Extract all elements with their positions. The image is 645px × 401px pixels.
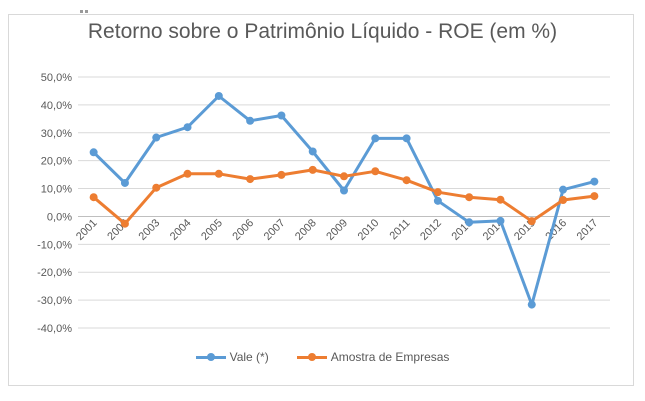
data-point-1 xyxy=(277,170,286,179)
x-tick-label: 2005 xyxy=(199,217,225,243)
x-tick-label: 2017 xyxy=(575,217,601,243)
data-point-0 xyxy=(308,147,317,156)
data-point-0 xyxy=(590,177,599,186)
data-point-1 xyxy=(308,165,317,174)
series-line-0 xyxy=(92,94,596,307)
data-point-0 xyxy=(465,218,474,227)
data-point-1 xyxy=(246,175,255,184)
x-tick-label: 2004 xyxy=(168,217,194,243)
y-tick-label: -10,0% xyxy=(37,239,72,251)
data-point-1 xyxy=(527,217,536,226)
data-point-0 xyxy=(340,186,348,195)
legend-label-vale: Vale (*) xyxy=(229,350,269,364)
y-tick-label: 30,0% xyxy=(41,128,72,140)
x-tick-label: 2009 xyxy=(324,217,350,243)
x-tick-label: 2007 xyxy=(262,217,288,243)
data-point-0 xyxy=(152,133,161,142)
series-lines xyxy=(92,94,596,307)
y-tick-label: -20,0% xyxy=(37,267,72,279)
data-point-0 xyxy=(402,134,411,143)
series-points xyxy=(89,91,599,309)
x-tick-label: 2003 xyxy=(137,217,163,243)
data-point-0 xyxy=(527,300,536,309)
data-point-1 xyxy=(590,192,599,201)
data-point-1 xyxy=(120,219,129,228)
legend-marker-amostra xyxy=(296,351,327,363)
y-tick-label: 40,0% xyxy=(41,100,72,112)
data-point-1 xyxy=(402,176,411,185)
data-point-1 xyxy=(340,172,348,181)
data-point-1 xyxy=(559,195,568,204)
data-point-1 xyxy=(152,183,161,192)
data-point-1 xyxy=(371,167,380,176)
y-tick-label: 50,0% xyxy=(41,72,72,84)
chart-frame xyxy=(8,14,634,386)
legend-label-amostra: Amostra de Empresas xyxy=(330,350,450,364)
legend: Vale (*) Amostra de Empresas xyxy=(0,350,645,364)
y-tick-label: 20,0% xyxy=(41,156,72,168)
legend-item-vale: Vale (*) xyxy=(195,350,269,364)
data-point-0 xyxy=(120,178,129,187)
data-point-1 xyxy=(496,195,505,204)
x-tick-label: 2012 xyxy=(418,217,444,243)
top-edge-mark xyxy=(80,0,92,13)
x-tick-label: 2008 xyxy=(293,217,319,243)
chart-title: Retorno sobre o Patrimônio Líquido - ROE… xyxy=(87,20,558,43)
data-point-1 xyxy=(183,169,192,178)
data-point-0 xyxy=(183,123,192,132)
x-tick-label: 2010 xyxy=(356,217,382,243)
data-point-0 xyxy=(496,216,505,225)
x-tick-label: 2001 xyxy=(74,217,100,243)
x-tick-label: 2011 xyxy=(387,217,412,242)
gridlines xyxy=(78,76,610,329)
data-point-0 xyxy=(246,116,255,125)
x-tick-label: 2006 xyxy=(230,217,256,243)
x-axis-tick-labels: 2001 2002 2003 2004 2005 2006 2007 2008 2009 2010… xyxy=(74,217,601,243)
data-point-0 xyxy=(559,185,568,194)
data-point-0 xyxy=(277,111,286,120)
legend-marker-vale xyxy=(195,351,226,363)
data-point-0 xyxy=(433,196,442,205)
y-tick-label: 10,0% xyxy=(41,184,72,196)
y-tick-label: -30,0% xyxy=(37,295,72,307)
legend-item-amostra: Amostra de Empresas xyxy=(296,350,450,364)
data-point-1 xyxy=(433,188,442,197)
x-tick-label: 2016 xyxy=(543,217,569,243)
y-axis-tick-labels: 50,0% 40,0% 30,0% 20,0% 10,0% 0,0% -10,0% -20,0… xyxy=(37,72,72,335)
y-tick-label: -40,0% xyxy=(37,323,72,335)
data-point-0 xyxy=(371,134,380,143)
data-point-1 xyxy=(214,169,223,178)
y-tick-label: 0,0% xyxy=(47,211,72,223)
data-point-0 xyxy=(214,91,223,100)
data-point-1 xyxy=(89,193,98,202)
data-point-1 xyxy=(465,193,474,202)
data-point-0 xyxy=(89,148,98,157)
